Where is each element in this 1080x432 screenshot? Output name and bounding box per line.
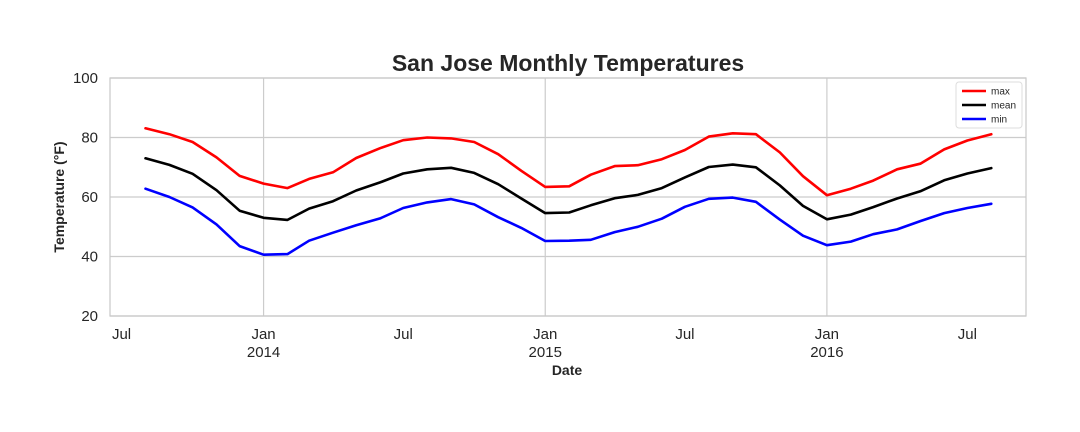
series-lines	[144, 127, 993, 256]
x-tick-label: Jan	[815, 326, 839, 343]
y-tick-label: 60	[81, 189, 98, 206]
y-tick-label: 40	[81, 249, 98, 266]
series-line-mean	[144, 157, 993, 222]
x-tick-label: Jan	[533, 326, 557, 343]
series-line-max	[144, 127, 993, 197]
legend-label-min: min	[991, 115, 1007, 126]
x-tick-label: Jul	[394, 326, 413, 343]
x-tick-label: Jul	[958, 326, 977, 343]
x-tick-label: Jul	[112, 326, 131, 343]
x-tick-year-label: 2014	[247, 344, 280, 361]
chart-title: San Jose Monthly Temperatures	[392, 50, 744, 76]
x-tick-label: Jan	[251, 326, 275, 343]
x-tick-year-label: 2016	[810, 344, 843, 361]
series-line-min	[144, 187, 993, 256]
plot-frame	[109, 77, 1027, 317]
y-axis-label: Temperature (°F)	[51, 141, 67, 252]
legend-label-mean: mean	[991, 101, 1016, 112]
y-tick-label: 20	[81, 308, 98, 325]
x-tick-year-label: 2015	[529, 344, 562, 361]
y-tick-labels: 20 40 60 80 100	[73, 70, 98, 325]
x-tick-label: Jul	[675, 326, 694, 343]
legend: max mean min	[955, 81, 1023, 129]
legend-label-max: max	[991, 87, 1010, 98]
x-axis-label: Date	[552, 362, 583, 378]
y-tick-label: 100	[73, 70, 98, 87]
y-tick-label: 80	[81, 130, 98, 147]
legend-box	[955, 81, 1023, 129]
